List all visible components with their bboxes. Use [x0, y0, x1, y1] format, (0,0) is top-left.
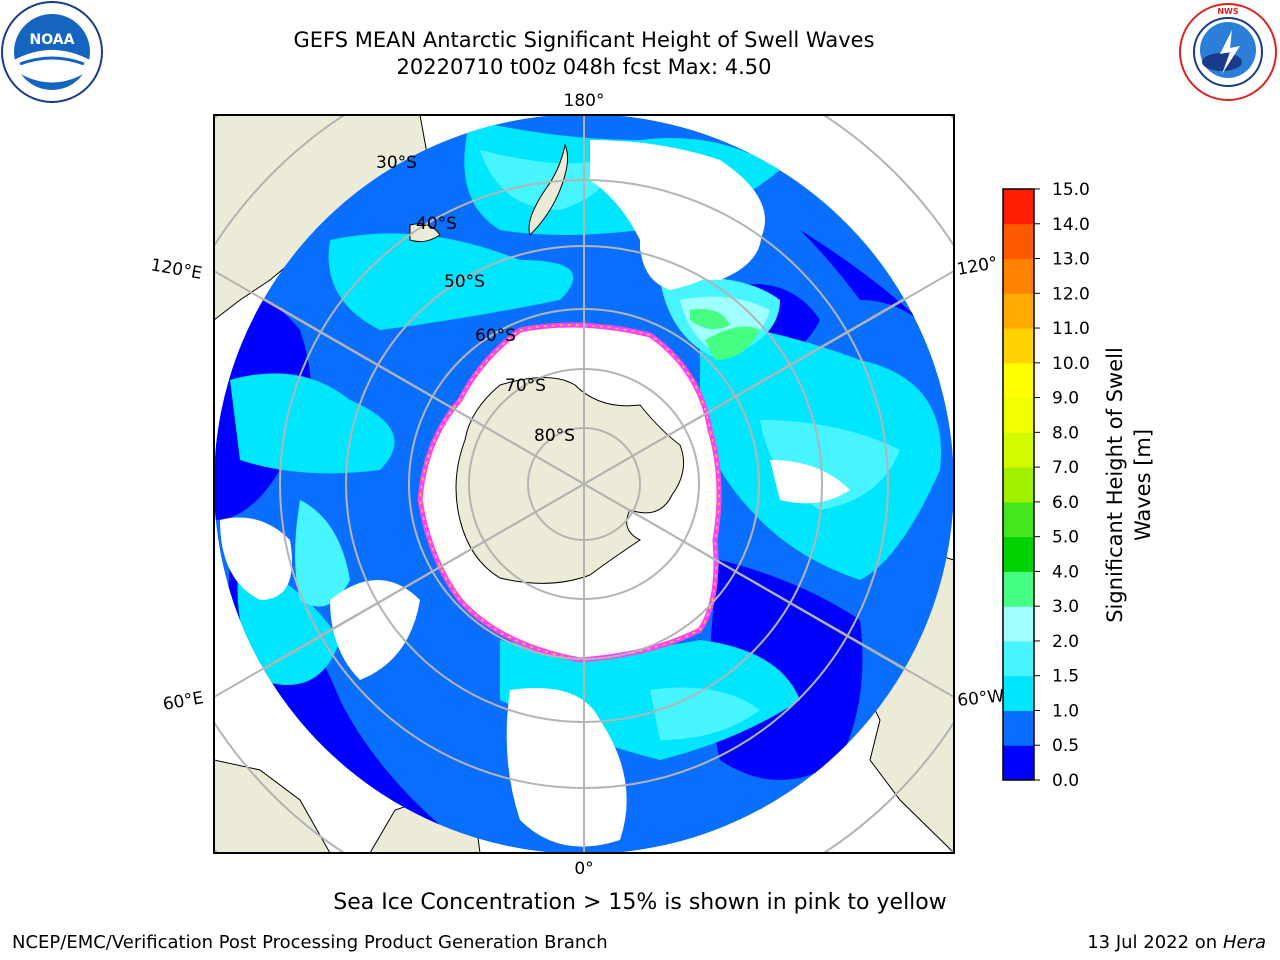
lon-label-120w: 120°	[955, 253, 999, 280]
colorbar-segment	[1003, 328, 1034, 364]
lat-label-30s: 30°S	[376, 153, 417, 173]
new-zealand-land	[528, 143, 569, 236]
lat-label-80s: 80°S	[534, 426, 575, 446]
sea-ice-caption: Sea Ice Concentration > 15% is shown in …	[333, 890, 947, 915]
antarctica-land	[455, 377, 685, 584]
lon-label-60w: 60°W	[956, 686, 1005, 711]
footer-date: 13 Jul 2022 on Hera	[1087, 932, 1266, 953]
lon-label-180: 180°	[564, 91, 605, 111]
colorbar-tick-label: 10.0	[1052, 354, 1090, 374]
nws-logo: NWS	[1179, 3, 1277, 101]
colorbar-tick-label: 2.0	[1052, 632, 1079, 652]
lon-label-0: 0°	[574, 859, 593, 879]
colorbar-label-line2: Waves [m]	[1131, 429, 1155, 541]
colorbar-ticks: 0.0 0.5 1.0 1.5 2.0 3.0 4.0 5.0 6.0 7.0 8.0 9.0 10.0…	[1034, 180, 1090, 791]
colorbar-segment	[1003, 606, 1034, 642]
colorbar-tick-label: 12.0	[1052, 284, 1090, 304]
colorbar-segment	[1003, 536, 1034, 572]
colorbar-frame	[1002, 188, 1035, 781]
noaa-logo-text: NOAA	[30, 32, 75, 48]
chart-title: GEFS MEAN Antarctic Significant Height o…	[293, 28, 875, 52]
colorbar-label-line1: Significant Height of Swell	[1103, 347, 1127, 623]
colorbar-segment	[1003, 571, 1034, 607]
svg-text:NWS: NWS	[1217, 7, 1239, 16]
colorbar-segment	[1003, 640, 1034, 677]
colorbar-tick-label: 13.0	[1052, 250, 1090, 270]
colorbar-tick-label: 11.0	[1052, 319, 1090, 339]
colorbar-segment	[1003, 710, 1034, 746]
lon-label-60e: 60°E	[161, 688, 205, 715]
lat-label-40s: 40°S	[416, 214, 457, 234]
chart-subtitle: 20220710 t00z 048h fcst Max: 4.50	[396, 55, 772, 79]
colorbar-tick-label: 15.0	[1052, 180, 1090, 200]
africa-land	[214, 759, 331, 853]
colorbar-segment	[1003, 362, 1034, 399]
colorbar-tick-label: 14.0	[1052, 215, 1090, 235]
colorbar-segment	[1003, 675, 1034, 711]
colorbar-tick-label: 7.0	[1052, 458, 1079, 478]
lon-label-120e: 120°E	[149, 255, 203, 284]
map-frame	[213, 114, 955, 854]
lat-label-50s: 50°S	[444, 272, 485, 292]
footer-date-text: 13 Jul 2022 on	[1087, 932, 1223, 953]
colorbar-segment	[1003, 258, 1034, 294]
colorbar	[1003, 189, 1034, 781]
lat-label-70s: 70°S	[505, 376, 546, 396]
noaa-logo: NOAA	[1, 1, 103, 103]
colorbar-segment	[1003, 189, 1034, 225]
lat-label-60s: 60°S	[475, 326, 516, 346]
colorbar-tick-label: 0.5	[1052, 736, 1079, 756]
colorbar-segment	[1003, 432, 1034, 468]
colorbar-tick-label: 9.0	[1052, 389, 1079, 409]
colorbar-segment	[1003, 397, 1034, 433]
colorbar-tick-label: 1.0	[1052, 701, 1079, 721]
colorbar-tick-label: 5.0	[1052, 528, 1079, 548]
colorbar-segment	[1003, 223, 1034, 260]
colorbar-segment	[1003, 293, 1034, 329]
footer-credit: NCEP/EMC/Verification Post Processing Pr…	[12, 932, 608, 953]
colorbar-tick-label: 1.5	[1052, 667, 1079, 687]
colorbar-segment	[1003, 501, 1034, 538]
colorbar-tick-label: 8.0	[1052, 423, 1079, 443]
colorbar-segment	[1003, 467, 1034, 503]
colorbar-tick-label: 6.0	[1052, 493, 1079, 513]
colorbar-tick-label: 3.0	[1052, 597, 1079, 617]
colorbar-segment	[1003, 745, 1034, 781]
colorbar-tick-label: 4.0	[1052, 562, 1079, 582]
upper-right-land	[830, 115, 954, 250]
colorbar-tick-label: 0.0	[1052, 771, 1079, 791]
footer-host: Hera	[1222, 932, 1266, 953]
